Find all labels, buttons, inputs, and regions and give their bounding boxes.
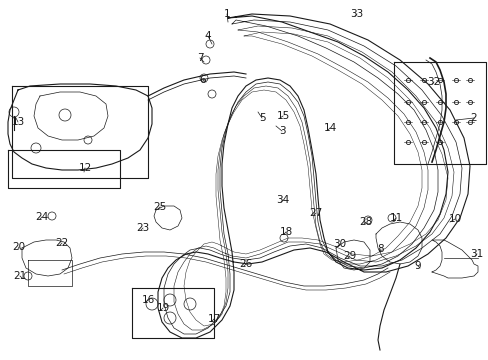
Text: 19: 19 [156,303,169,313]
Text: 15: 15 [276,111,289,121]
Text: 24: 24 [35,212,48,222]
Text: 29: 29 [343,251,356,261]
Text: 31: 31 [469,249,483,259]
Text: 28: 28 [359,217,372,227]
Text: 30: 30 [333,239,346,249]
Text: 7: 7 [196,53,203,63]
Text: 34: 34 [276,195,289,205]
Text: 16: 16 [141,295,154,305]
Text: 21: 21 [13,271,26,281]
Text: 23: 23 [136,223,149,233]
Text: 25: 25 [153,202,166,212]
Text: 4: 4 [204,31,211,41]
Text: 9: 9 [414,261,421,271]
Text: 14: 14 [323,123,336,133]
Text: 8: 8 [377,244,384,254]
Text: 13: 13 [11,117,24,127]
Text: 33: 33 [350,9,363,19]
Text: 11: 11 [388,213,402,223]
Text: 2: 2 [470,113,476,123]
Text: 17: 17 [207,314,220,324]
Text: 5: 5 [258,113,265,123]
Text: 3: 3 [278,126,285,136]
Text: 10: 10 [447,214,461,224]
Text: 22: 22 [55,238,68,248]
Text: 26: 26 [239,259,252,269]
Text: 32: 32 [427,77,440,87]
Text: 18: 18 [279,227,292,237]
Text: 6: 6 [199,75,206,85]
Text: 20: 20 [12,242,25,252]
Text: 12: 12 [78,163,91,173]
Text: 1: 1 [223,9,230,19]
Text: 27: 27 [309,208,322,218]
